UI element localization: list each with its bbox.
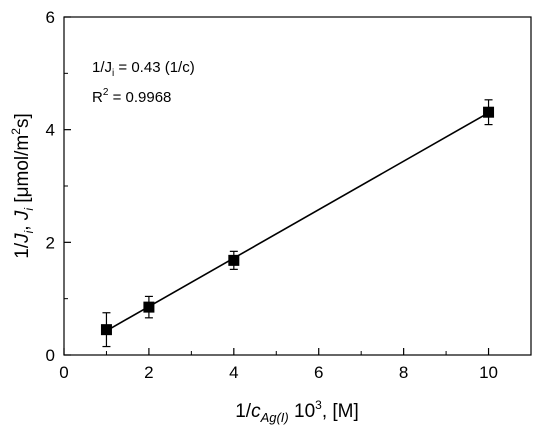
data-point-marker	[483, 106, 495, 118]
y-tick-label: 2	[46, 233, 55, 252]
y-tick-label: 6	[46, 8, 55, 27]
x-tick-label: 6	[314, 363, 323, 382]
x-tick-label: 10	[479, 363, 498, 382]
y-tick-label: 4	[46, 121, 55, 140]
data-point-marker	[228, 254, 240, 266]
y-axis-title: 1/Ji, Ji [μmol/m2s]	[9, 113, 36, 258]
x-tick-label: 4	[229, 363, 238, 382]
data-point-marker	[100, 324, 112, 336]
data-point-marker	[143, 301, 155, 313]
fit-line-group	[106, 112, 489, 332]
y-axis-ticks: 0 2 4 6	[46, 8, 71, 365]
data-points	[100, 99, 495, 348]
annotation-r-squared: R2 = 0.9968	[92, 87, 171, 106]
x-tick-label: 2	[144, 363, 153, 382]
x-axis-title: 1/cAg(I) 103, [M]	[235, 398, 359, 425]
y-tick-label: 0	[46, 346, 55, 365]
annotation-equation: 1/Ji = 0.43 (1/c)	[92, 59, 195, 79]
x-axis-ticks: 0 2 4 6 8 10	[59, 348, 498, 382]
x-tick-label: 8	[399, 363, 408, 382]
x-tick-label: 0	[59, 363, 68, 382]
fit-line	[106, 112, 489, 332]
